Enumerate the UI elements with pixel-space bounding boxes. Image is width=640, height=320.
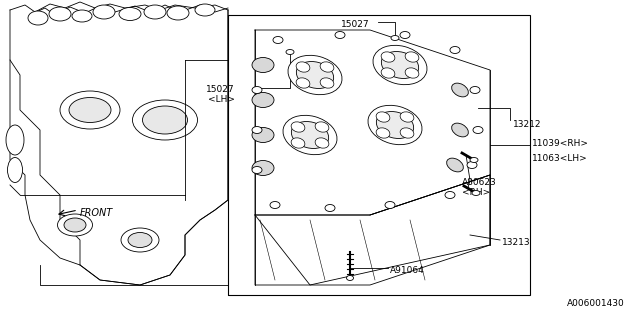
Ellipse shape: [445, 191, 455, 198]
Text: 15027: 15027: [341, 20, 370, 29]
Ellipse shape: [252, 58, 274, 73]
Ellipse shape: [252, 126, 262, 133]
Ellipse shape: [69, 98, 111, 123]
Ellipse shape: [49, 7, 71, 21]
Ellipse shape: [385, 202, 395, 209]
Ellipse shape: [405, 52, 419, 62]
Ellipse shape: [470, 157, 478, 163]
Ellipse shape: [325, 204, 335, 212]
Ellipse shape: [286, 50, 294, 54]
Ellipse shape: [400, 128, 414, 138]
Text: A006001430: A006001430: [567, 299, 625, 308]
Ellipse shape: [391, 36, 399, 41]
Text: A91064: A91064: [390, 266, 425, 275]
Ellipse shape: [381, 68, 395, 78]
Ellipse shape: [472, 190, 480, 196]
Ellipse shape: [64, 218, 86, 232]
Ellipse shape: [6, 125, 24, 155]
Ellipse shape: [60, 91, 120, 129]
Ellipse shape: [470, 86, 480, 93]
Ellipse shape: [128, 233, 152, 247]
Ellipse shape: [315, 138, 329, 148]
Ellipse shape: [346, 276, 353, 281]
Ellipse shape: [296, 78, 310, 88]
Text: 13213: 13213: [502, 238, 531, 247]
Ellipse shape: [291, 122, 329, 148]
Ellipse shape: [283, 115, 337, 155]
Ellipse shape: [252, 127, 274, 142]
Ellipse shape: [195, 4, 215, 16]
Ellipse shape: [381, 52, 395, 62]
Ellipse shape: [368, 105, 422, 145]
Ellipse shape: [400, 31, 410, 38]
Ellipse shape: [72, 10, 92, 22]
Polygon shape: [255, 175, 490, 285]
Ellipse shape: [28, 11, 48, 25]
Ellipse shape: [320, 78, 334, 88]
Ellipse shape: [296, 62, 310, 72]
Ellipse shape: [167, 6, 189, 20]
Ellipse shape: [8, 157, 22, 182]
Ellipse shape: [447, 158, 463, 172]
Ellipse shape: [315, 122, 329, 132]
Ellipse shape: [143, 106, 188, 134]
Ellipse shape: [132, 100, 198, 140]
Ellipse shape: [252, 166, 262, 173]
Ellipse shape: [335, 31, 345, 38]
Ellipse shape: [381, 52, 419, 78]
Ellipse shape: [252, 86, 262, 93]
Polygon shape: [10, 10, 228, 285]
Ellipse shape: [58, 214, 93, 236]
Ellipse shape: [291, 138, 305, 148]
Ellipse shape: [376, 111, 413, 139]
Ellipse shape: [373, 45, 427, 85]
Ellipse shape: [450, 46, 460, 53]
Ellipse shape: [291, 122, 305, 132]
Ellipse shape: [296, 61, 333, 89]
Ellipse shape: [376, 112, 390, 122]
Ellipse shape: [467, 162, 477, 169]
Text: A80623
<RH>: A80623 <RH>: [462, 178, 497, 197]
Text: 11039<RH>: 11039<RH>: [532, 139, 589, 148]
Text: FRONT: FRONT: [80, 208, 113, 218]
Ellipse shape: [405, 68, 419, 78]
Ellipse shape: [452, 123, 468, 137]
Ellipse shape: [121, 228, 159, 252]
Ellipse shape: [376, 128, 390, 138]
Ellipse shape: [473, 126, 483, 133]
Ellipse shape: [320, 62, 334, 72]
Ellipse shape: [119, 7, 141, 20]
Bar: [228, 15, 530, 295]
Ellipse shape: [273, 36, 283, 44]
Text: 13212: 13212: [513, 120, 541, 129]
Ellipse shape: [400, 112, 414, 122]
Text: 15027
<LH>: 15027 <LH>: [206, 85, 235, 104]
Ellipse shape: [252, 92, 274, 108]
Ellipse shape: [288, 55, 342, 95]
Polygon shape: [255, 30, 490, 215]
Ellipse shape: [270, 202, 280, 209]
Text: 11063<LH>: 11063<LH>: [532, 154, 588, 163]
Ellipse shape: [144, 5, 166, 19]
Ellipse shape: [93, 5, 115, 19]
Ellipse shape: [452, 83, 468, 97]
Ellipse shape: [252, 161, 274, 175]
